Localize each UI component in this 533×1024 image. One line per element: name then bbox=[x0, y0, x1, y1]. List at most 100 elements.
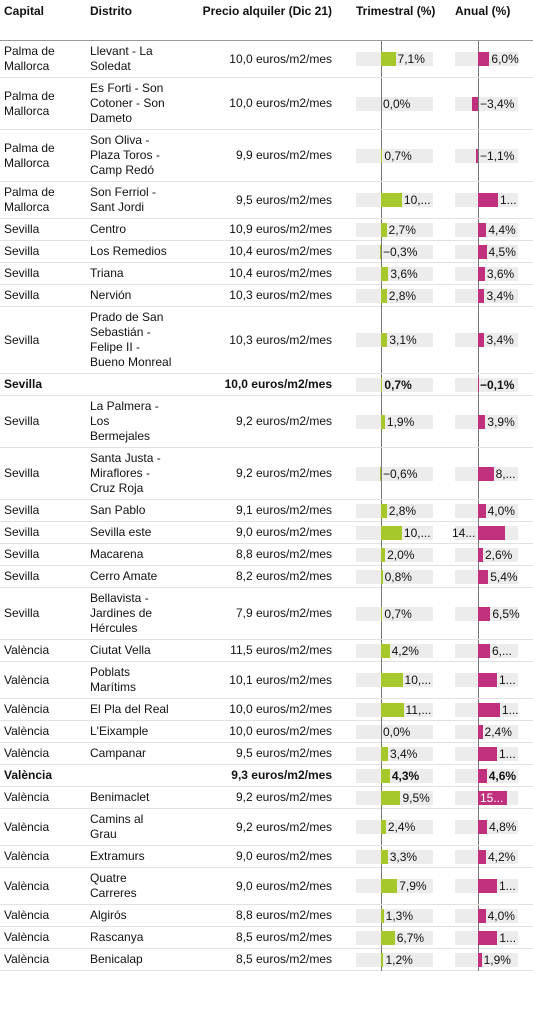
precio: 10,3 euros/m2/mes bbox=[190, 306, 342, 374]
anual-bar bbox=[475, 148, 478, 163]
distrito: Algirós bbox=[86, 904, 190, 927]
bar-track bbox=[356, 414, 433, 429]
anual-label: 4,8% bbox=[489, 820, 517, 834]
capital: Sevilla bbox=[0, 395, 86, 448]
trimestral-box: 4,3% bbox=[342, 765, 445, 787]
table-row: València Poblats Marítims 10,1 euros/m2/me… bbox=[0, 661, 533, 699]
trimestral-bar bbox=[381, 52, 396, 66]
bar-track bbox=[356, 909, 433, 923]
anual-label: 5,4% bbox=[490, 570, 518, 584]
anual-label: −3,4% bbox=[480, 96, 515, 111]
anual-label: 4,6% bbox=[488, 769, 517, 783]
table-row: Palma de Mallorca Llevant - La Soledat 10,… bbox=[0, 40, 533, 78]
bar-track bbox=[455, 333, 518, 347]
precio: 9,5 euros/m2/mes bbox=[190, 742, 342, 765]
trimestral-label: 10,... bbox=[403, 193, 431, 207]
distrito: Prado de San Sebastián - Felipe II - Bue… bbox=[86, 306, 190, 374]
trimestral-label: 3,3% bbox=[389, 850, 418, 864]
precio: 9,0 euros/m2/mes bbox=[190, 845, 342, 868]
precio: 9,3 euros/m2/mes bbox=[190, 764, 342, 787]
zero-axis bbox=[478, 78, 479, 129]
distrito: Quatre Carreres bbox=[86, 867, 190, 905]
anual-box: −0,1% bbox=[445, 374, 533, 396]
trimestral-cell: 6,7% bbox=[342, 926, 445, 949]
trimestral-cell: 0,7% bbox=[342, 129, 445, 182]
trimestral-cell: 3,3% bbox=[342, 845, 445, 868]
bar-track bbox=[455, 909, 518, 923]
anual-cell: 1,9% bbox=[445, 948, 533, 971]
anual-box: 14... bbox=[445, 522, 533, 544]
anual-label: 1,9% bbox=[483, 953, 511, 967]
anual-cell: 1... bbox=[445, 181, 533, 219]
trimestral-cell: −0,3% bbox=[342, 240, 445, 263]
bar-track bbox=[356, 548, 433, 562]
distrito: Bellavista - Jardines de Hércules bbox=[86, 587, 190, 640]
trimestral-label: 0,0% bbox=[383, 96, 411, 111]
bar-track bbox=[356, 223, 433, 237]
trimestral-label: 0,7% bbox=[384, 378, 412, 392]
trimestral-label: 2,0% bbox=[387, 548, 415, 562]
trimestral-bar bbox=[381, 193, 402, 207]
anual-label: 4,5% bbox=[488, 245, 516, 259]
anual-bar bbox=[478, 606, 491, 621]
anual-cell: 3,9% bbox=[445, 395, 533, 448]
anual-bar bbox=[478, 245, 487, 259]
anual-cell: 4,4% bbox=[445, 218, 533, 241]
capital: Sevilla bbox=[0, 373, 86, 396]
distrito: Son Oliva - Plaza Toros - Camp Redó bbox=[86, 129, 190, 182]
anual-bar bbox=[478, 879, 497, 893]
precio: 8,2 euros/m2/mes bbox=[190, 565, 342, 588]
trimestral-cell: 3,6% bbox=[342, 262, 445, 285]
trimestral-box: 10,... bbox=[342, 182, 445, 218]
trimestral-label: 3,6% bbox=[390, 267, 418, 281]
bar-track bbox=[455, 953, 518, 967]
trimestral-label: 1,3% bbox=[385, 909, 414, 923]
table-row: Sevilla Macarena 8,8 euros/m2/mes 2,0% 2,6% bbox=[0, 543, 533, 566]
precio: 7,9 euros/m2/mes bbox=[190, 587, 342, 640]
bar-track bbox=[356, 289, 433, 303]
distrito: Poblats Marítims bbox=[86, 661, 190, 699]
capital: Sevilla bbox=[0, 262, 86, 285]
trimestral-label: 10,... bbox=[404, 673, 432, 687]
anual-bar bbox=[478, 333, 485, 347]
anual-label: 1... bbox=[499, 879, 516, 893]
trimestral-label: −0,6% bbox=[383, 466, 418, 481]
header-precio: Precio alquiler (Dic 21) bbox=[190, 0, 342, 41]
distrito: Camins al Grau bbox=[86, 808, 190, 846]
anual-cell: 1... bbox=[445, 661, 533, 699]
trimestral-label: 1,2% bbox=[385, 953, 413, 967]
zero-axis bbox=[478, 374, 479, 396]
anual-bar bbox=[471, 96, 478, 111]
bar-track bbox=[455, 223, 518, 237]
distrito: Centro bbox=[86, 218, 190, 241]
trimestral-label: 11,... bbox=[405, 703, 432, 717]
trimestral-bar bbox=[381, 769, 390, 783]
trimestral-bar bbox=[381, 953, 384, 967]
trimestral-cell: 10,... bbox=[342, 181, 445, 219]
anual-box: 5,4% bbox=[445, 566, 533, 588]
trimestral-bar bbox=[380, 245, 381, 259]
bar-track bbox=[356, 378, 433, 392]
anual-cell: −0,1% bbox=[445, 373, 533, 396]
zero-axis bbox=[381, 448, 382, 499]
trimestral-label: 4,2% bbox=[391, 644, 419, 658]
header-capital: Capital bbox=[0, 0, 86, 41]
table-row: València 9,3 euros/m2/mes 4,3% 4,6% bbox=[0, 764, 533, 787]
trimestral-bar bbox=[379, 466, 381, 481]
anual-box: 3,4% bbox=[445, 285, 533, 307]
distrito bbox=[86, 764, 190, 787]
trimestral-box: 4,2% bbox=[342, 640, 445, 662]
anual-bar bbox=[478, 953, 482, 967]
anual-bar bbox=[478, 193, 498, 207]
bar-track bbox=[356, 245, 433, 259]
anual-box: 4,5% bbox=[445, 241, 533, 263]
anual-box: −3,4% bbox=[445, 78, 533, 129]
trimestral-box: 2,8% bbox=[342, 500, 445, 522]
anual-bar bbox=[478, 725, 483, 739]
trimestral-label: 2,8% bbox=[388, 289, 417, 303]
trimestral-box: −0,3% bbox=[342, 241, 445, 263]
trimestral-bar bbox=[381, 909, 384, 923]
anual-label: 1... bbox=[499, 931, 517, 945]
table-row: València Campanar 9,5 euros/m2/mes 3,4% 1... bbox=[0, 742, 533, 765]
table-row: Sevilla Sevilla este 9,0 euros/m2/mes 10,..… bbox=[0, 521, 533, 544]
